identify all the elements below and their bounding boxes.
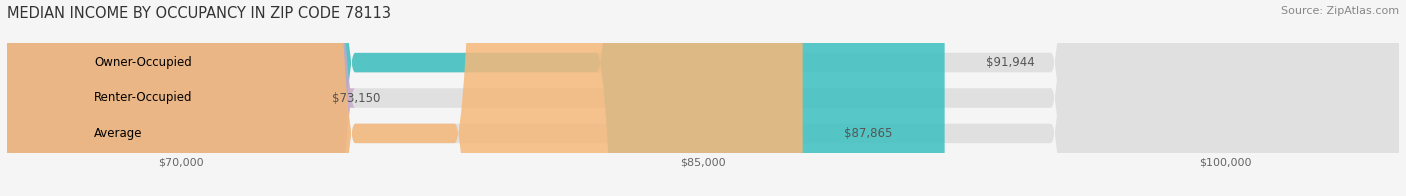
Text: Source: ZipAtlas.com: Source: ZipAtlas.com bbox=[1281, 6, 1399, 16]
Text: Average: Average bbox=[94, 127, 142, 140]
FancyBboxPatch shape bbox=[7, 0, 1399, 196]
Text: $73,150: $73,150 bbox=[332, 92, 381, 104]
FancyBboxPatch shape bbox=[7, 0, 1399, 196]
FancyBboxPatch shape bbox=[7, 0, 945, 196]
Text: Renter-Occupied: Renter-Occupied bbox=[94, 92, 193, 104]
Text: $91,944: $91,944 bbox=[987, 56, 1035, 69]
FancyBboxPatch shape bbox=[7, 0, 1399, 196]
FancyBboxPatch shape bbox=[7, 0, 803, 196]
FancyBboxPatch shape bbox=[0, 0, 356, 196]
Text: Owner-Occupied: Owner-Occupied bbox=[94, 56, 191, 69]
Text: $87,865: $87,865 bbox=[845, 127, 893, 140]
Text: MEDIAN INCOME BY OCCUPANCY IN ZIP CODE 78113: MEDIAN INCOME BY OCCUPANCY IN ZIP CODE 7… bbox=[7, 6, 391, 21]
